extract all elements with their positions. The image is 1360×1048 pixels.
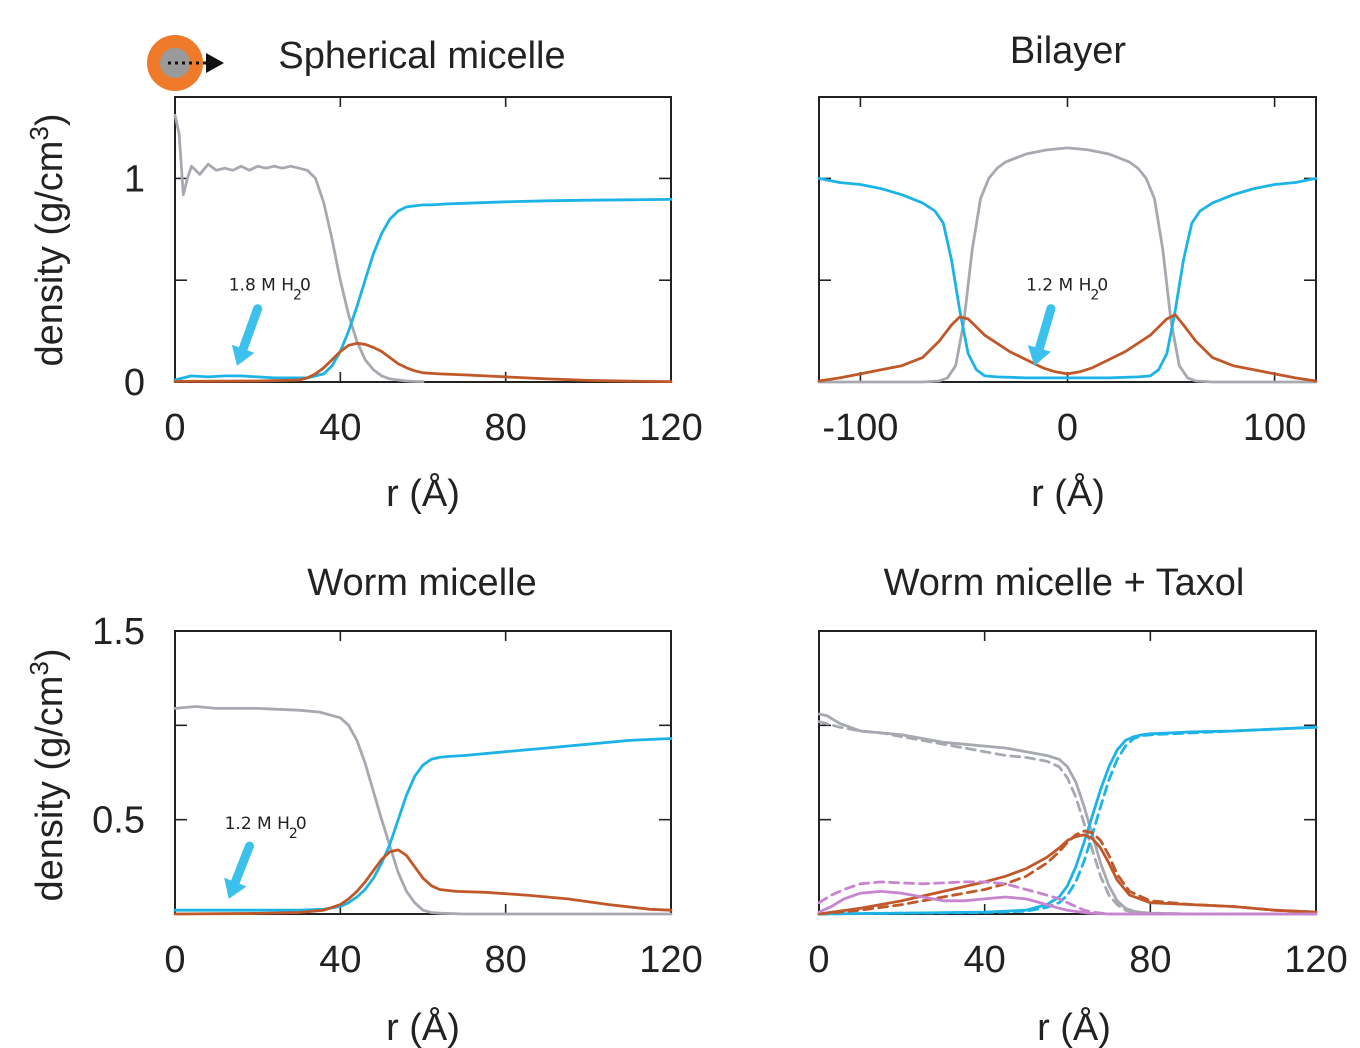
series-line xyxy=(817,880,1318,916)
x-axis-label: r (Å) xyxy=(1037,1005,1111,1048)
annotation-subscript: 2 xyxy=(1090,287,1099,303)
annotation-label: 1.2 M H xyxy=(1026,275,1091,295)
series-line xyxy=(817,890,1318,916)
x-axis-label: r (Å) xyxy=(1031,471,1105,515)
annotation-label: 1.8 M H xyxy=(229,275,294,295)
x-tick-label: -100 xyxy=(822,407,898,449)
spherical-micelle-icon xyxy=(147,35,224,91)
annotation-suffix: 0 xyxy=(300,275,311,295)
x-tick-label: 80 xyxy=(1129,939,1171,981)
x-tick-label: 120 xyxy=(639,407,702,449)
annotation-arrow-head xyxy=(231,344,255,366)
x-tick-label: 0 xyxy=(808,939,829,981)
x-tick-label: 80 xyxy=(485,407,527,449)
x-tick-label: 120 xyxy=(1284,939,1347,981)
y-axis-label: density (g/cm3) xyxy=(24,113,71,366)
series-line xyxy=(173,197,673,382)
annotation-subscript: 2 xyxy=(289,826,298,842)
y-tick-label: 0.5 xyxy=(92,800,145,842)
annotation-arrow-head xyxy=(224,877,247,899)
series-line xyxy=(817,725,1318,916)
series-line xyxy=(173,705,673,916)
series-line xyxy=(817,313,1318,383)
x-tick-label: 0 xyxy=(164,407,185,449)
annotation-suffix: 0 xyxy=(296,814,307,834)
x-tick-label: 120 xyxy=(639,939,702,981)
y-tick-label: 1.5 xyxy=(92,611,145,653)
plot-frame xyxy=(174,630,672,915)
annotation-arrow-shaft xyxy=(230,841,254,887)
annotation-arrow-shaft xyxy=(238,304,263,354)
x-axis-label: r (Å) xyxy=(386,1005,460,1048)
series-line xyxy=(817,176,1318,380)
annotation-arrow-head xyxy=(1027,345,1051,366)
annotation-label: 1.2 M H xyxy=(225,814,290,834)
chart-title: Spherical micelle xyxy=(278,35,565,77)
y-axis-label: density (g/cm3) xyxy=(24,648,71,901)
plot-frame xyxy=(818,96,1317,383)
x-tick-label: 0 xyxy=(164,939,185,981)
chart-title: Worm micelle xyxy=(307,562,536,604)
x-tick-label: 40 xyxy=(964,939,1006,981)
series-line xyxy=(817,720,1318,916)
y-tick-label: 0 xyxy=(124,362,145,404)
annotation-arrow-shaft xyxy=(1034,304,1056,353)
x-tick-label: 40 xyxy=(319,939,361,981)
chart-title: Worm micelle + Taxol xyxy=(884,562,1245,604)
series-line xyxy=(817,725,1318,916)
x-tick-label: 40 xyxy=(319,407,361,449)
x-tick-label: 0 xyxy=(1057,407,1078,449)
x-axis-label: r (Å) xyxy=(386,471,460,515)
x-tick-label: 80 xyxy=(485,939,527,981)
series-line xyxy=(817,146,1318,384)
annotation-subscript: 2 xyxy=(293,287,302,303)
chart-title: Bilayer xyxy=(1010,30,1126,72)
series-line xyxy=(173,848,673,916)
chart-panel-4: Worm micelle + Taxol 0 40 80 120 r (Å) xyxy=(808,562,1347,1048)
x-tick-label: 100 xyxy=(1243,407,1306,449)
series-line xyxy=(173,341,673,384)
series-line xyxy=(173,113,425,384)
y-tick-label: 1 xyxy=(124,158,145,200)
plot-frame xyxy=(818,630,1317,915)
series-line xyxy=(817,829,1318,916)
annotation-suffix: 0 xyxy=(1097,275,1108,295)
